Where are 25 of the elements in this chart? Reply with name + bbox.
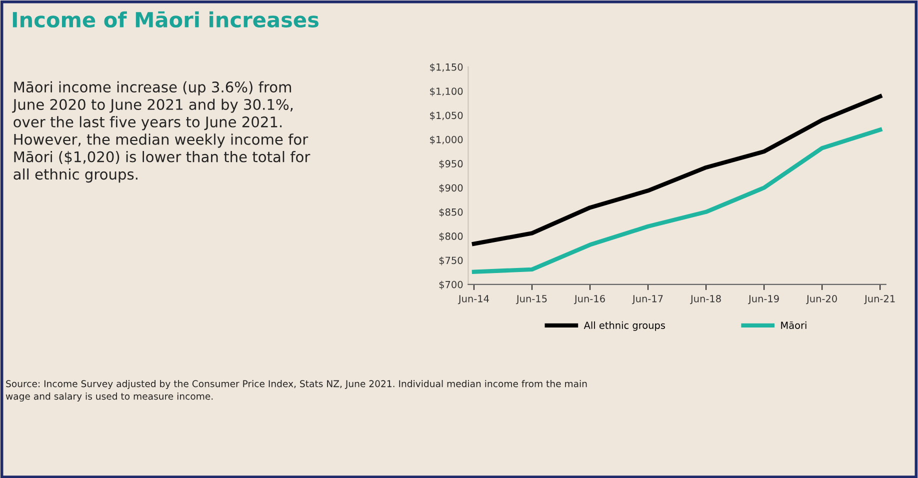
y-tick-label: $750	[439, 256, 463, 266]
x-tick-label: Jun-17	[632, 295, 663, 304]
x-tick-label: Jun-14	[458, 295, 489, 304]
y-tick-label: $1,000	[430, 136, 463, 145]
line-series	[472, 94, 882, 246]
x-tick-label: Jun-18	[690, 295, 721, 304]
y-tick-label: $900	[439, 184, 463, 193]
y-tick-label: $700	[439, 280, 463, 290]
text: Income of Māori increases	[12, 11, 318, 28]
y-tick-label: $1,050	[430, 112, 463, 120]
y-tick-label: $850	[439, 208, 463, 218]
y-tick-label: $1,100	[430, 87, 463, 96]
text: Māori income increase (up 3.6%) from June 2020 to June 2021 and by 30.1%, over the last five years to June 2021. However, the median weekly income for Māori ($1,020) is lower than the total for all ethnic groups.	[12, 81, 310, 183]
y-tick-label: $1,150	[430, 63, 463, 72]
x-tick-label: Jun-19	[748, 295, 779, 304]
x-tick-label: Jun-20	[806, 295, 837, 304]
line-series	[472, 128, 882, 274]
legend-label: All ethnic groups	[584, 321, 666, 331]
x-tick-label: Jun-16	[574, 295, 605, 304]
x-tick-label: Jun-21	[864, 295, 895, 304]
source-note: Source: Income Survey adjusted by the Consumer Price Index, Stats NZ, June 2021. Individual median income from the main wage and salary is used to measure income.	[6, 380, 587, 402]
y-tick-label: $950	[439, 160, 463, 169]
x-tick-label: Jun-15	[516, 295, 547, 304]
legend-label: Māori	[781, 321, 806, 329]
y-tick-label: $800	[439, 232, 463, 242]
